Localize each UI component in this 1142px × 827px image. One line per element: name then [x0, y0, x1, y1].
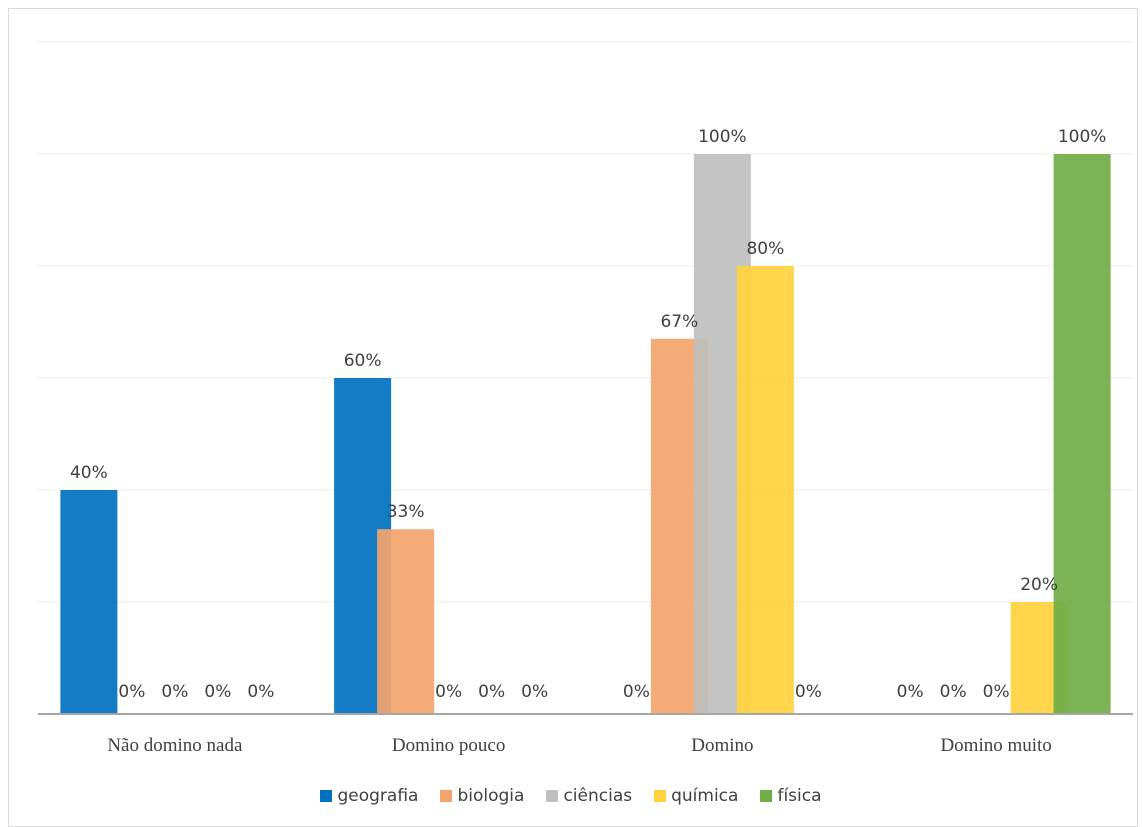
legend-item-biologia: biologia [440, 786, 524, 806]
legend-item-química: química [654, 786, 738, 806]
category-label-2: Domino [691, 735, 753, 756]
data-label-química-1: 0% [478, 682, 505, 702]
legend-item-ciências: ciências [546, 786, 632, 806]
data-label-química-2: 80% [746, 239, 784, 259]
legend-swatch [320, 790, 333, 802]
data-label-biologia-0: 0% [118, 682, 145, 702]
data-label-ciências-0: 0% [161, 682, 188, 702]
data-label-física-1: 0% [521, 682, 548, 702]
data-label-química-0: 0% [204, 682, 231, 702]
bar-física-3 [1053, 154, 1111, 714]
data-label-química-3: 20% [1020, 575, 1058, 595]
bar-geografia-0 [60, 490, 118, 714]
legend-item-física: física [760, 786, 822, 806]
legend-swatch [654, 790, 667, 802]
category-label-3: Domino muito [940, 735, 1051, 756]
data-label-biologia-2: 67% [660, 312, 698, 332]
data-label-física-0: 0% [247, 682, 274, 702]
legend-label: geografia [337, 786, 419, 806]
legend-label: física [777, 786, 822, 806]
legend-label: ciências [563, 786, 633, 806]
chart-legend: geografia biologia ciências química física [0, 786, 1142, 806]
legend-swatch [760, 790, 773, 802]
category-label-0: Não domino nada [107, 735, 243, 756]
legend-label: química [671, 786, 739, 806]
bar-chart: 40% 0% 0% 0% 0% Não domino nada 60% 33% 0% 0% 0% Do… [38, 41, 1133, 756]
data-label-biologia-3: 0% [940, 682, 967, 702]
data-label-física-3: 100% [1058, 127, 1107, 147]
legend-item-geografia: geografia [320, 786, 418, 806]
data-label-física-2: 0% [795, 682, 822, 702]
data-label-biologia-1: 33% [387, 502, 425, 522]
data-label-geografia-3: 0% [897, 682, 924, 702]
legend-swatch [546, 790, 559, 802]
legend-label: biologia [457, 786, 525, 806]
data-label-geografia-0: 40% [70, 463, 108, 483]
bar-química-2 [736, 266, 794, 714]
category-label-1: Domino pouco [392, 735, 505, 756]
bar-biologia-1 [377, 529, 435, 714]
data-label-ciências-2: 100% [698, 127, 747, 147]
legend-swatch [440, 790, 453, 802]
data-label-geografia-2: 0% [623, 682, 650, 702]
data-label-ciências-1: 0% [435, 682, 462, 702]
data-label-geografia-1: 60% [344, 351, 382, 371]
data-label-ciências-3: 0% [983, 682, 1010, 702]
chart-frame [8, 8, 1138, 827]
